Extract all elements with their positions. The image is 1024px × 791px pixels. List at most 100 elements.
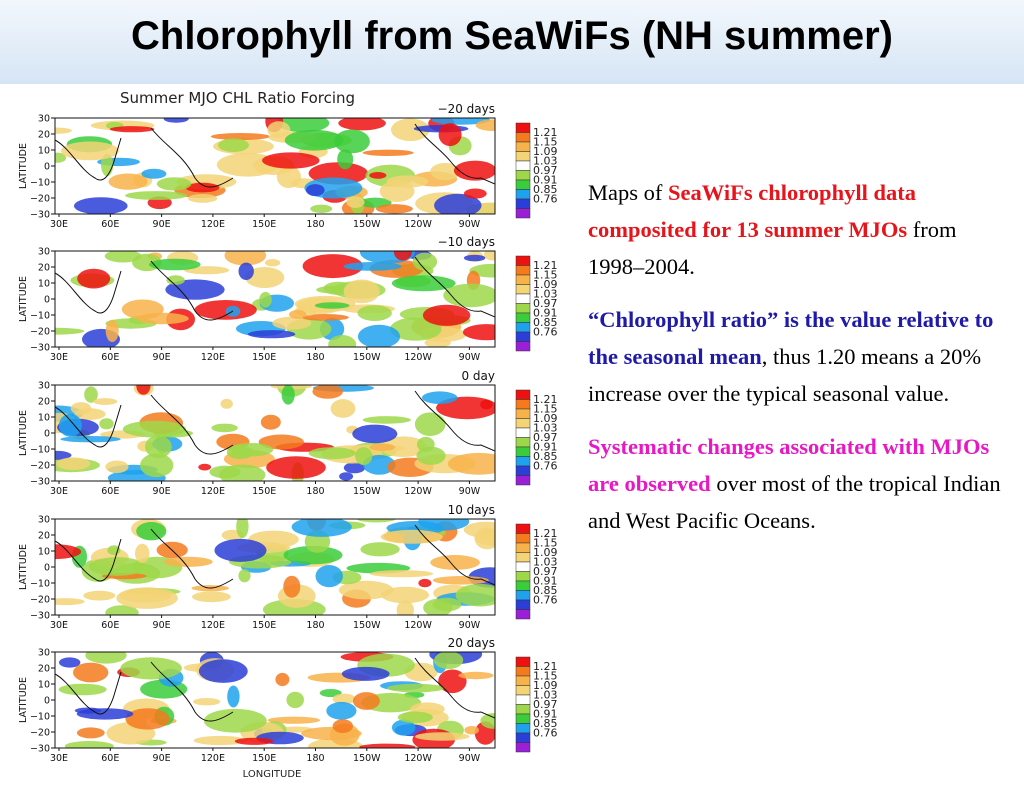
colorbar-label: 1.03 (533, 422, 558, 435)
colorbar-swatch (515, 255, 531, 266)
lat-tick-label: −10 (30, 445, 50, 456)
colorbar-swatch (515, 293, 531, 304)
lon-tick-label: 30E (50, 753, 68, 764)
lat-tick-label: 30 (38, 648, 50, 659)
paragraph-conclusion: Systematic changes associated with MJOs … (588, 434, 1001, 533)
colorbar-label: 1.21 (533, 126, 558, 139)
x-axis-label: LONGITUDE (243, 769, 302, 780)
chlorophyll-field (54, 384, 496, 482)
colorbar-swatch (515, 465, 531, 476)
highlight-conclusion: Systematic changes associated with MJOs … (588, 434, 990, 496)
colorbar-label: 1.21 (533, 660, 558, 673)
colorbar-swatch (515, 694, 531, 705)
paragraph-ratio-definition: “Chlorophyll ratio” is the value relativ… (588, 307, 994, 406)
colorbar-label: 1.03 (533, 689, 558, 702)
lat-tick-label: 0 (44, 563, 50, 574)
colorbar-swatch (515, 141, 531, 152)
lat-tick-label: −10 (30, 712, 50, 723)
lon-tick-label: 150E (252, 486, 276, 497)
lat-tick-label: −20 (30, 461, 50, 472)
colorbar-label: 1.21 (533, 527, 558, 540)
lat-tick-label: −30 (30, 210, 50, 221)
lat-tick-label: 20 (38, 397, 50, 408)
colorbar-label: 1.15 (533, 403, 558, 416)
colorbar-swatch (515, 542, 531, 553)
colorbar-label: 0.76 (533, 594, 558, 607)
highlight-ratio: “Chlorophyll ratio” is the value relativ… (588, 307, 994, 369)
colorbar-swatch (515, 274, 531, 285)
colorbar-swatch (515, 399, 531, 410)
colorbar-swatch (515, 179, 531, 190)
colorbar-swatch (515, 389, 531, 400)
lon-tick-label: 90E (153, 352, 171, 363)
lon-tick-label: 60E (101, 620, 119, 631)
chlorophyll-field (54, 250, 496, 348)
colorbar-label: 0.91 (533, 307, 558, 320)
colorbar-label: 1.09 (533, 679, 558, 692)
lon-tick-label: 180 (306, 753, 324, 764)
lat-tick-label: −10 (30, 311, 50, 322)
colorbar-label: 0.76 (533, 193, 558, 206)
colorbar-label: 0.85 (533, 717, 558, 730)
lon-tick-label: 30E (50, 219, 68, 230)
lat-tick-label: −20 (30, 194, 50, 205)
colorbar-label: 0.97 (533, 431, 558, 444)
lat-tick-label: −30 (30, 343, 50, 354)
lon-tick-label: 150E (252, 219, 276, 230)
colorbar-swatch (515, 437, 531, 448)
colorbar-swatch (515, 552, 531, 563)
colorbar-swatch (515, 170, 531, 181)
colorbar-label: 1.15 (533, 670, 558, 683)
lat-tick-label: 20 (38, 664, 50, 675)
slide-title: Chlorophyll from SeaWiFs (NH summer) (131, 14, 893, 58)
lon-tick-label: 180 (306, 486, 324, 497)
lat-tick-label: −30 (30, 477, 50, 488)
lon-tick-label: 30E (50, 620, 68, 631)
colorbar-label: 0.97 (533, 698, 558, 711)
colorbar-label: 0.97 (533, 297, 558, 310)
panel-lag-label: −10 days (438, 235, 495, 249)
lon-tick-label: 90E (153, 219, 171, 230)
colorbar-label: 1.15 (533, 537, 558, 550)
y-axis-label: LATITUDE (18, 544, 29, 590)
panel-lag-label: 0 day (461, 369, 495, 383)
colorbar-swatch (515, 580, 531, 591)
lon-tick-label: 90W (459, 620, 481, 631)
lat-tick-label: −10 (30, 579, 50, 590)
lat-tick-label: 10 (38, 680, 50, 691)
lat-tick-label: 30 (38, 515, 50, 526)
lat-tick-label: 20 (38, 130, 50, 141)
lon-tick-label: 60E (101, 219, 119, 230)
colorbar-swatch (515, 341, 531, 352)
lon-tick-label: 120W (404, 620, 432, 631)
colorbar-swatch (515, 571, 531, 582)
lon-tick-label: 60E (101, 486, 119, 497)
lon-tick-label: 90E (153, 486, 171, 497)
colorbar-swatch (515, 189, 531, 200)
lon-tick-label: 120W (404, 219, 432, 230)
colorbar-label: 0.97 (533, 164, 558, 177)
lat-tick-label: 20 (38, 263, 50, 274)
colorbar-swatch (515, 151, 531, 162)
colorbar: 1.211.151.091.030.970.910.850.76 (515, 656, 558, 753)
description-text: Maps of SeaWiFs chlorophyll data composi… (588, 174, 1018, 555)
lat-tick-label: −20 (30, 728, 50, 739)
colorbar-swatch (515, 742, 531, 753)
colorbar-swatch (515, 656, 531, 667)
colorbar-label: 1.03 (533, 556, 558, 569)
lon-tick-label: 150E (252, 620, 276, 631)
panel-lag-label: −20 days (438, 102, 495, 116)
colorbar-swatch (515, 713, 531, 724)
colorbar-label: 0.76 (533, 727, 558, 740)
lon-tick-label: 120W (404, 352, 432, 363)
chlorophyll-field (54, 518, 496, 616)
lat-tick-label: 20 (38, 531, 50, 542)
figure-title: Summer MJO CHL Ratio Forcing (120, 89, 355, 107)
colorbar-swatch (515, 446, 531, 457)
lat-tick-label: 30 (38, 381, 50, 392)
chlorophyll-map-figure: Summer MJO CHL Ratio Forcing −20 days 30 2… (18, 89, 558, 780)
